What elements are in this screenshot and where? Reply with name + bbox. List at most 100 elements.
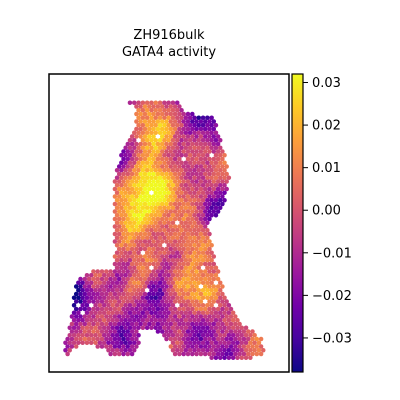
spot-point	[99, 291, 105, 297]
spot-point	[209, 348, 214, 353]
spot-point	[211, 126, 217, 132]
spot-point	[213, 288, 219, 293]
spot-point	[215, 171, 221, 177]
spot-point	[134, 201, 139, 207]
spot-point	[207, 261, 212, 267]
spot-point	[198, 231, 204, 237]
spot-point	[196, 318, 201, 323]
spot-point	[67, 325, 72, 330]
spot-point	[213, 130, 219, 135]
spot-point	[198, 351, 204, 357]
spot-point	[140, 318, 146, 323]
spot-point	[194, 186, 199, 192]
spot-point	[159, 141, 165, 147]
spot-point	[159, 246, 165, 252]
spot-point	[73, 284, 79, 289]
spot-point	[129, 209, 135, 214]
spot-point	[200, 258, 206, 263]
spot-point	[207, 231, 212, 237]
spot-point	[147, 276, 152, 282]
spot-point	[125, 156, 131, 162]
spot-point	[209, 273, 214, 278]
spot-point	[166, 190, 171, 195]
spot-point	[129, 231, 135, 237]
spot-point	[196, 145, 201, 150]
spot-point	[222, 318, 227, 323]
spot-point	[164, 149, 169, 154]
spot-point	[179, 318, 184, 323]
spot-point	[157, 145, 163, 150]
spot-point	[144, 190, 150, 195]
spot-point	[179, 258, 184, 263]
spot-point	[149, 123, 154, 128]
spot-point	[224, 336, 229, 342]
spot-point	[159, 171, 165, 177]
spot-point	[230, 318, 236, 323]
spot-point	[151, 164, 156, 169]
spot-point	[125, 224, 131, 229]
spot-point	[101, 303, 107, 308]
spot-point	[132, 153, 137, 158]
spot-point	[218, 355, 223, 360]
spot-point	[196, 288, 201, 293]
chart-title-line-2: GATA4 activity	[122, 45, 216, 60]
spot-point	[181, 126, 186, 132]
spot-point	[170, 205, 176, 210]
spot-point	[159, 186, 165, 192]
spot-point	[123, 168, 128, 173]
spot-point	[196, 228, 201, 233]
spot-point	[138, 156, 143, 162]
spot-point	[144, 138, 150, 143]
spot-point	[123, 258, 128, 263]
spot-point	[149, 213, 154, 218]
spot-point	[155, 104, 161, 109]
spot-point	[190, 119, 195, 124]
spot-point	[153, 168, 158, 173]
spot-point	[104, 291, 109, 297]
spot-point	[202, 321, 208, 327]
spot-point	[172, 111, 178, 117]
spot-point	[134, 186, 139, 192]
spot-point	[194, 239, 199, 244]
spot-point	[112, 194, 118, 199]
spot-point	[157, 183, 163, 188]
spot-point	[166, 280, 171, 285]
spot-point	[179, 310, 184, 315]
spot-point	[164, 141, 169, 147]
spot-point	[235, 333, 240, 338]
spot-point	[104, 336, 109, 342]
spot-point	[136, 228, 141, 233]
spot-point	[132, 340, 137, 345]
spot-point	[166, 258, 171, 263]
spot-point	[185, 284, 191, 289]
spot-point	[192, 295, 197, 300]
spot-point	[93, 273, 98, 278]
spot-point	[194, 314, 199, 319]
spot-point	[179, 303, 184, 308]
spot-point	[108, 299, 113, 304]
spot-point	[153, 265, 158, 270]
spot-point	[200, 190, 206, 195]
spot-point	[142, 201, 148, 207]
spot-point	[157, 280, 163, 285]
spot-point	[147, 239, 152, 244]
spot-point	[194, 261, 199, 267]
spot-point	[237, 321, 242, 327]
spot-point	[142, 284, 148, 289]
spot-point	[175, 190, 180, 195]
spot-point	[226, 325, 232, 330]
spot-point	[196, 123, 201, 128]
spot-point	[155, 276, 161, 282]
spot-point	[213, 205, 219, 210]
spot-point	[125, 186, 131, 192]
spot-point	[134, 194, 139, 199]
spot-point	[196, 340, 201, 345]
spot-point	[226, 355, 232, 360]
spot-point	[149, 280, 154, 285]
spot-point	[168, 299, 174, 304]
spot-point	[138, 254, 143, 259]
spot-point	[175, 348, 180, 353]
spot-point	[185, 246, 191, 252]
spot-point	[168, 261, 174, 267]
spot-point	[73, 299, 79, 304]
